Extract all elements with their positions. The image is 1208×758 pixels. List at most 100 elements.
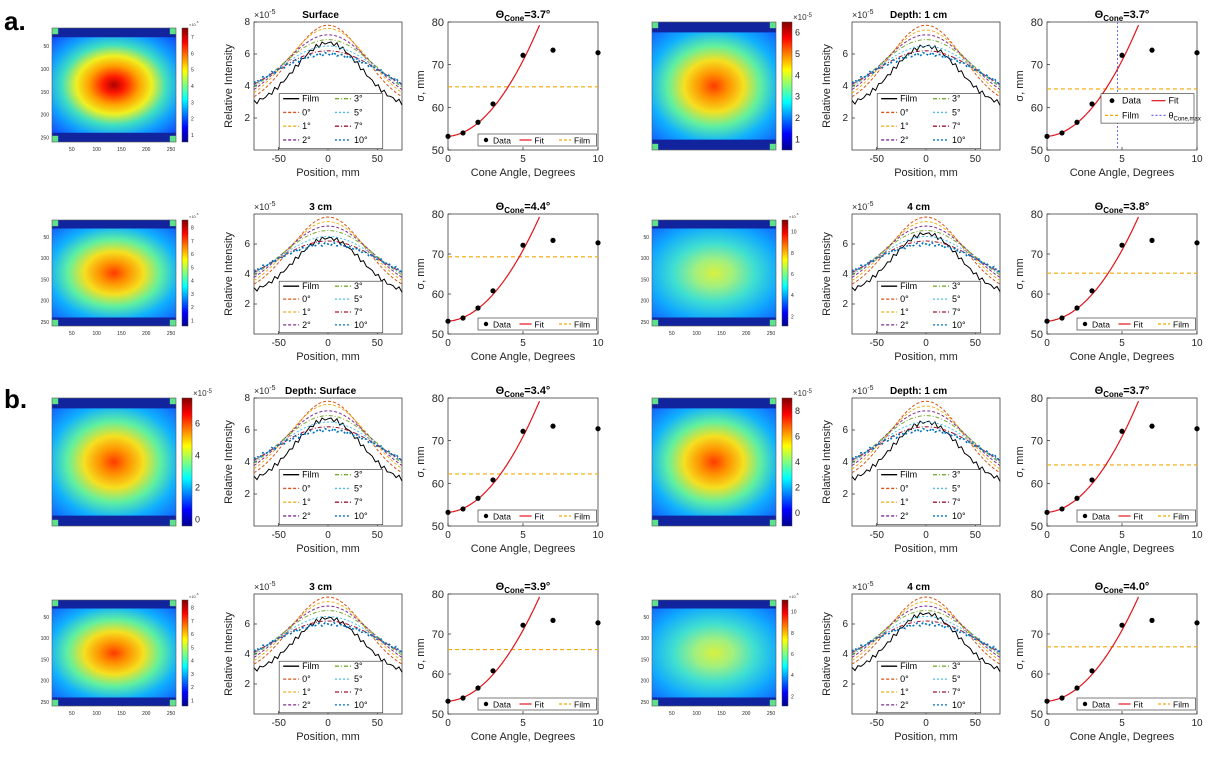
heatmap-x-tick: 200 xyxy=(742,711,751,717)
data-point xyxy=(1149,617,1155,624)
fit-y-tick-label: 70 xyxy=(1031,629,1043,641)
profile-x-tick-label: 0 xyxy=(325,338,331,349)
profile-panel-7: -50 0 50 2 4 6 ×10-5 3 cm Position, mm Relative I… xyxy=(223,201,403,363)
fit-legend-label: Data xyxy=(493,136,511,146)
profile-y-tick-label: 6 xyxy=(842,619,848,630)
fit-x-label: Cone Angle, Degrees xyxy=(1070,543,1175,555)
fit-x-tick-label: 0 xyxy=(445,530,451,541)
profile-legend-label: 10° xyxy=(354,135,368,145)
data-point xyxy=(595,50,601,56)
colorbar-exponent-power: -5 xyxy=(807,389,813,395)
heatmap-corner-marker xyxy=(769,600,776,607)
fit-x-tick-label: 0 xyxy=(445,718,451,729)
profile-y-tick-label: 4 xyxy=(244,649,250,660)
fit-y-label: σ, mm xyxy=(415,70,427,101)
heatmap-x-tick: 150 xyxy=(717,331,726,337)
profile-panel-4: -50 0 50 2 4 6 ×10-5 Depth: 1 cm Position, mm Rel… xyxy=(821,9,1001,179)
heatmap-corner-marker xyxy=(52,28,59,35)
profile-x-label: Position, mm xyxy=(296,351,360,363)
profile-series-line xyxy=(851,34,1001,91)
profile-legend-box xyxy=(876,93,982,150)
colorbar xyxy=(181,219,189,327)
fit-x-tick-label: 0 xyxy=(445,154,451,165)
data-point xyxy=(520,622,526,628)
profile-legend-label: 10° xyxy=(952,320,966,330)
data-point xyxy=(490,101,496,107)
profile-legend-label: 1° xyxy=(900,307,909,317)
fit-y-tick-label: 60 xyxy=(432,478,444,490)
profile-y-tick-label: 6 xyxy=(842,49,848,60)
profile-legend-label: 5° xyxy=(952,107,961,117)
fit-title: ΘCone=3.7° xyxy=(1095,9,1150,23)
colorbar-exponent-base: ×10 xyxy=(189,22,197,27)
profile-legend-label: 5° xyxy=(952,294,961,304)
profile-x-tick-label: 50 xyxy=(970,154,982,165)
heatmap-x-tick: 50 xyxy=(669,711,675,717)
profile-series-line xyxy=(851,229,1001,276)
fit-legend-label: Film xyxy=(1122,110,1139,120)
heatmap-x-tick: 100 xyxy=(92,147,101,153)
data-point xyxy=(475,685,481,691)
fit-x-tick-label: 10 xyxy=(592,338,604,349)
fit-y-tick-label: 60 xyxy=(432,289,444,301)
heatmap-panel-15: 0 2 4 6 8 ×10-5 xyxy=(651,389,813,527)
fit-y-tick-label: 80 xyxy=(1031,17,1043,29)
colorbar-tick: 6 xyxy=(195,419,200,429)
fit-panel-8: 0 5 10 50 60 70 80 ΘCone=4.4° Cone Angle, Degree… xyxy=(415,201,604,363)
fit-legend-label: Fit xyxy=(535,136,545,146)
profile-legend-label: 7° xyxy=(952,687,961,697)
profile-y-tick-label: 4 xyxy=(842,81,848,92)
data-point xyxy=(1044,133,1050,139)
colorbar xyxy=(181,27,189,143)
profile-title: Surface xyxy=(302,10,339,21)
heatmap-y-tick: 50 xyxy=(43,235,49,241)
heatmap-frame xyxy=(651,397,777,527)
heatmap-x-tick: 150 xyxy=(117,147,126,153)
colorbar-exponent-power: -5 xyxy=(807,13,813,19)
colorbar xyxy=(181,599,189,707)
heatmap-y-tick: 150 xyxy=(41,90,50,96)
profile-legend-label: 1° xyxy=(302,687,311,697)
profile-x-label: Position, mm xyxy=(894,167,958,179)
profile-y-tick-label: 8 xyxy=(244,393,250,404)
fit-x-label: Cone Angle, Degrees xyxy=(471,351,576,363)
colorbar-tick: 5 xyxy=(191,265,194,271)
profile-scale-exponent: ×10-5 xyxy=(852,201,874,212)
colorbar-tick: 7 xyxy=(191,619,194,625)
profile-scale-exponent: ×10-5 xyxy=(852,9,874,20)
profile-legend-label: 1° xyxy=(900,121,909,131)
profile-legend-label: 1° xyxy=(302,307,311,317)
profile-x-tick-label: -50 xyxy=(271,718,286,729)
profile-scale-power: -5 xyxy=(867,9,873,16)
colorbar-exponent-power: -5 xyxy=(196,20,199,24)
fit-axes xyxy=(1046,21,1198,151)
fit-y-tick-label: 70 xyxy=(432,249,444,261)
heatmap-x-tick: 150 xyxy=(117,711,126,717)
data-point xyxy=(445,698,451,704)
profile-legend-label: 2° xyxy=(302,700,311,710)
fit-legend-marker xyxy=(1082,321,1088,327)
fit-title: ΘCone=3.8° xyxy=(1095,201,1150,215)
fit-x-tick-label: 10 xyxy=(592,718,604,729)
heatmap-field xyxy=(52,608,176,698)
profile-legend-label: Film xyxy=(302,281,319,291)
colorbar-tick: 6 xyxy=(191,252,194,258)
heatmap-top-band xyxy=(652,220,776,229)
colorbar-exponent: ×10-5 xyxy=(789,592,799,599)
profile-y-tick-label: 4 xyxy=(842,457,848,468)
fit-x-tick-label: 5 xyxy=(520,154,526,165)
profile-title: 4 cm xyxy=(907,202,930,213)
profile-series-line xyxy=(253,241,403,273)
fit-legend-box xyxy=(1076,697,1196,711)
fit-x-tick-label: 0 xyxy=(445,338,451,349)
data-point xyxy=(460,130,466,136)
fit-legend-marker xyxy=(483,321,489,327)
profile-legend-label: 2° xyxy=(900,135,909,145)
fit-legend-label: Film xyxy=(1173,320,1189,330)
profile-x-tick-label: 50 xyxy=(970,718,982,729)
heatmap-corner-marker xyxy=(169,600,176,607)
fit-title-symbol: Θ xyxy=(496,9,505,21)
heatmap-corner-marker xyxy=(652,143,659,150)
fit-y-label: σ, mm xyxy=(1014,638,1026,669)
fit-title-sub: Cone xyxy=(504,390,525,399)
